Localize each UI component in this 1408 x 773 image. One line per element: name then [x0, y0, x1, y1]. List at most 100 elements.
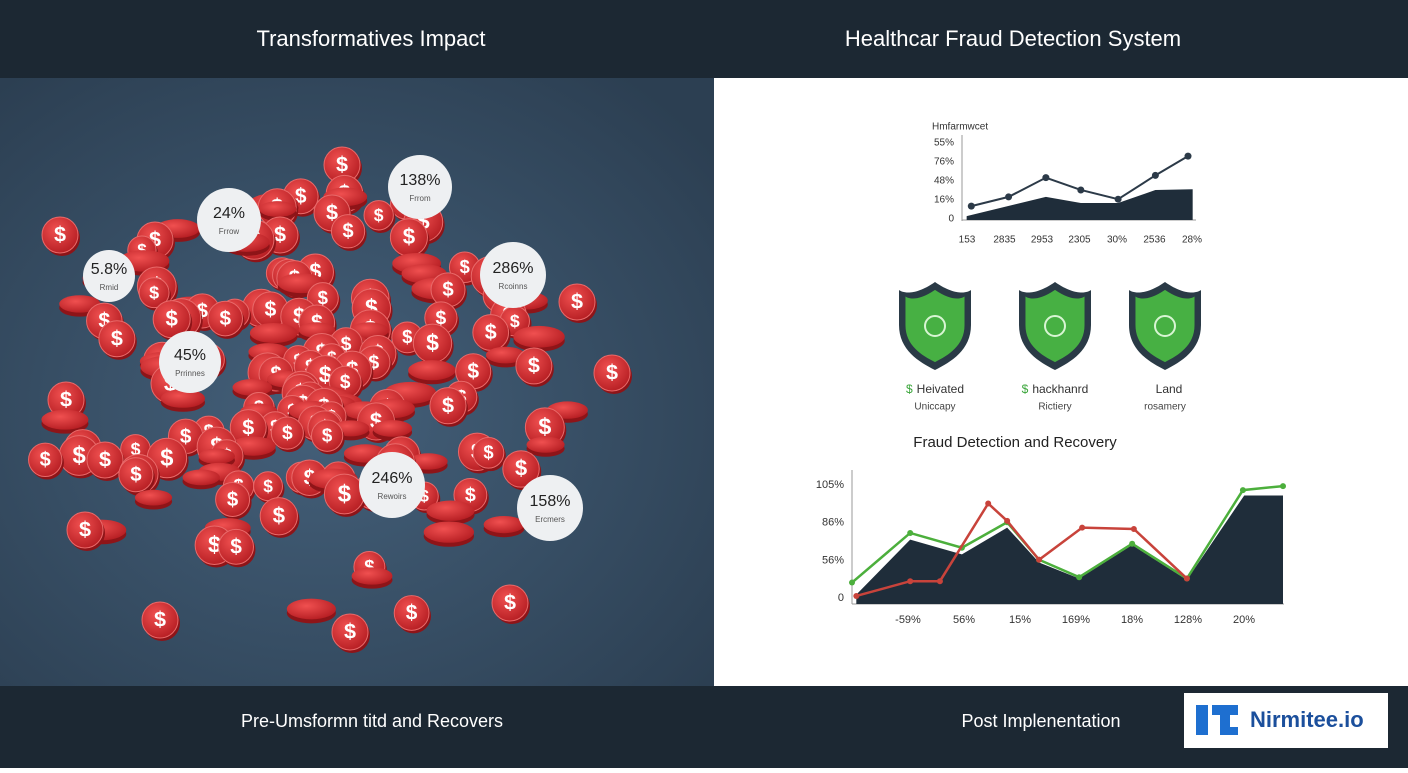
coin-symbol: $ — [442, 279, 454, 301]
coin-symbol: $ — [426, 329, 439, 355]
coin — [215, 481, 251, 517]
coin — [259, 201, 297, 217]
coin-symbol: $ — [230, 535, 242, 558]
bubbles: 24% Frrow 138% Frrom 5.8% Rmid 286% Rcoinns 45% P… — [83, 155, 583, 541]
x-tick-label: 169% — [1062, 614, 1090, 626]
bubble — [480, 242, 546, 308]
bubble-value: 138% — [400, 172, 441, 189]
coin — [502, 450, 540, 488]
coin — [207, 300, 243, 337]
shield-inner — [905, 289, 965, 363]
point — [1130, 525, 1137, 532]
coin — [351, 567, 393, 585]
coin-symbol: $ — [336, 152, 348, 177]
coin-symbol: $ — [149, 282, 159, 302]
x-tick-label: 128% — [1174, 614, 1202, 626]
x-tick-label: 2835 — [993, 235, 1016, 246]
coin — [270, 416, 304, 450]
coin — [66, 511, 104, 549]
coin — [41, 216, 79, 254]
point — [907, 578, 914, 585]
shield-label: Land — [1156, 382, 1183, 396]
coin-symbol: $ — [485, 320, 497, 344]
shield-icon — [1154, 315, 1176, 337]
coin-symbol: $ — [374, 205, 384, 225]
coin — [558, 283, 596, 321]
coin — [372, 420, 413, 437]
coin-symbol: $ — [402, 326, 413, 347]
point — [907, 529, 914, 536]
bubble — [197, 188, 261, 252]
point — [936, 578, 943, 585]
coin — [491, 584, 529, 622]
coin-symbol: $ — [340, 372, 351, 393]
bubble-value: 286% — [493, 260, 534, 277]
coin-symbol: $ — [538, 414, 551, 440]
point — [1005, 193, 1013, 201]
coin-symbol: $ — [483, 442, 493, 463]
coin-symbol: $ — [40, 449, 51, 471]
point — [985, 500, 992, 507]
point — [1077, 186, 1085, 194]
bubble-caption: Prrinnes — [175, 369, 205, 378]
coin — [198, 448, 235, 464]
coin-symbol: $ — [341, 333, 352, 355]
y-tick-label: 56% — [822, 554, 844, 566]
coin — [513, 325, 565, 348]
coin-symbol: $ — [265, 298, 277, 321]
point — [1183, 575, 1190, 582]
coin-symbol: $ — [326, 200, 338, 225]
coin — [218, 528, 254, 565]
top-chart-title: Hmfarmwcet — [932, 122, 988, 133]
point — [1280, 483, 1286, 490]
point — [967, 202, 975, 210]
coin-symbol: $ — [72, 442, 85, 469]
bubble-caption: Rcoinns — [499, 282, 528, 291]
coin-symbol: $ — [227, 489, 239, 511]
coin — [41, 409, 89, 430]
x-tick-label: 2305 — [1068, 235, 1091, 246]
coin-symbol: $ — [465, 484, 476, 506]
shield-symbol: $ — [906, 382, 913, 396]
bubble-caption: Rewoirs — [378, 492, 407, 501]
coin-symbol: $ — [338, 480, 351, 507]
coin — [160, 389, 206, 408]
point — [853, 592, 860, 599]
point — [1151, 171, 1159, 179]
bubble-value: 24% — [213, 205, 245, 222]
y-tick-label: 105% — [816, 479, 844, 491]
coin-symbol: $ — [154, 607, 166, 632]
shield-symbol: $ — [1022, 382, 1029, 396]
y-tick-label: 76% — [934, 157, 954, 168]
coin — [331, 613, 369, 651]
y-tick-label: 16% — [934, 195, 954, 206]
coin-symbol: $ — [274, 222, 286, 247]
bubble-caption: Frrom — [409, 194, 431, 203]
bubble — [83, 250, 135, 302]
bubble-caption: Frrow — [219, 227, 240, 236]
coin — [28, 442, 63, 477]
y-tick-label: 55% — [934, 138, 954, 149]
coin-symbol: $ — [130, 464, 142, 486]
shield-label: $ hackhanrd — [1022, 382, 1089, 396]
coin-symbol: $ — [165, 306, 178, 331]
coin — [330, 214, 366, 249]
coin — [429, 387, 467, 425]
coin — [423, 521, 475, 543]
coin — [182, 469, 220, 486]
x-tick-label: 15% — [1009, 614, 1031, 626]
coin — [118, 457, 154, 493]
left-title: Transformatives Impact — [256, 26, 485, 51]
shield-sublabel: Uniccapy — [914, 402, 955, 413]
bubble — [159, 331, 221, 393]
y-tick-label: 0 — [838, 592, 844, 604]
coin-symbol: $ — [263, 476, 273, 496]
coin — [86, 441, 124, 479]
logo-icon — [1220, 727, 1238, 735]
x-tick-label: 28% — [1182, 235, 1202, 246]
coin-symbol: $ — [467, 360, 479, 383]
point — [1042, 174, 1050, 182]
area — [966, 189, 1193, 220]
